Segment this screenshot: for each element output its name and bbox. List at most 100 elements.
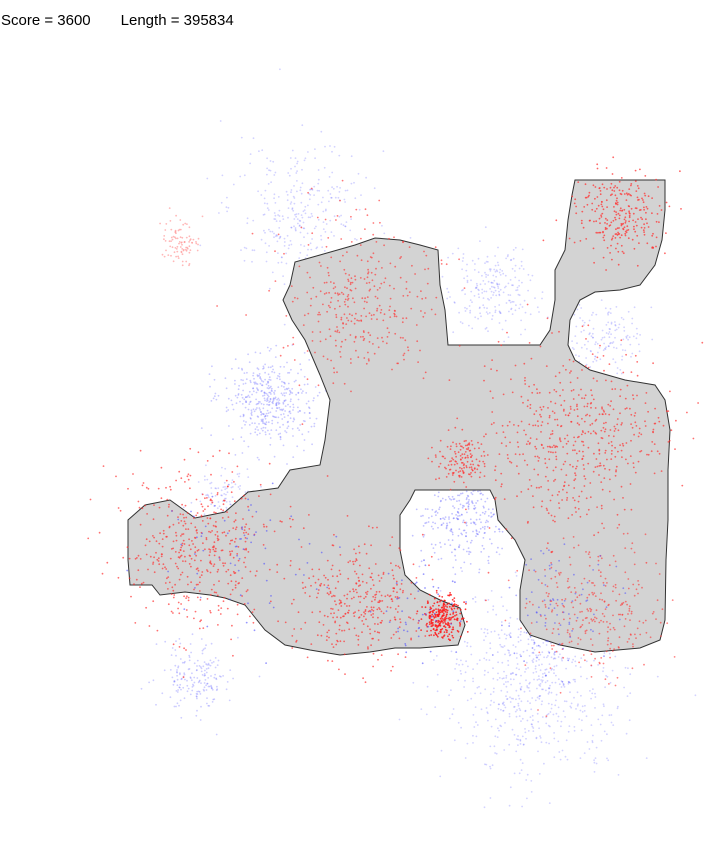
scatter-point — [431, 613, 434, 616]
scatter-point — [367, 358, 370, 360]
scatter-point — [242, 518, 244, 520]
scatter-point — [580, 593, 583, 596]
scatter-point — [546, 547, 548, 550]
scatter-point — [434, 454, 437, 456]
scatter-point — [456, 417, 459, 420]
scatter-point — [212, 565, 215, 567]
scatter-point — [599, 723, 602, 726]
scatter-point — [525, 668, 527, 670]
scatter-point — [584, 478, 587, 480]
scatter-point — [614, 586, 617, 589]
scatter-point — [602, 667, 605, 669]
scatter-point — [530, 791, 533, 793]
scatter-point — [519, 682, 521, 685]
scatter-point — [493, 279, 496, 282]
scatter-point — [599, 193, 602, 196]
scatter-point — [210, 499, 213, 502]
scatter-point — [367, 268, 369, 271]
scatter-point — [623, 326, 625, 329]
scatter-point — [573, 726, 576, 728]
scatter-point — [517, 738, 520, 741]
scatter-point — [492, 608, 494, 611]
scatter-point — [609, 186, 612, 189]
scatter-point — [462, 519, 465, 522]
scatter-point — [497, 546, 499, 549]
scatter-point — [179, 246, 182, 248]
scatter-point — [446, 629, 448, 632]
scatter-point — [205, 671, 208, 674]
scatter-point — [692, 437, 695, 440]
scatter-point — [454, 450, 456, 453]
scatter-point — [211, 530, 214, 532]
scatter-point — [633, 247, 636, 250]
scatter-point — [549, 711, 552, 713]
scatter-point — [332, 187, 335, 190]
scatter-point — [384, 595, 387, 598]
scatter-point — [465, 498, 468, 501]
scatter-point — [486, 307, 488, 310]
scatter-point — [488, 268, 491, 271]
scatter-point — [376, 608, 379, 611]
scatter-point — [256, 367, 259, 370]
scatter-point — [199, 620, 202, 623]
scatter-point — [330, 196, 332, 199]
scatter-point — [633, 551, 636, 554]
scatter-point — [299, 410, 301, 412]
scatter-point — [278, 375, 281, 378]
scatter-point — [554, 418, 556, 421]
scatter-point — [269, 379, 272, 381]
scatter-point — [547, 407, 549, 409]
scatter-point — [612, 554, 615, 557]
scatter-point — [205, 663, 208, 665]
scatter-point — [526, 719, 529, 722]
scatter-point — [470, 472, 472, 474]
scatter-point — [244, 540, 247, 543]
scatter-point — [434, 246, 437, 249]
scatter-point — [181, 253, 184, 256]
scatter-point — [240, 497, 243, 500]
scatter-point — [348, 313, 351, 315]
scatter-point — [555, 445, 557, 448]
scatter-point — [651, 197, 653, 200]
scatter-point — [439, 590, 442, 592]
scatter-point — [578, 355, 580, 358]
scatter-point — [170, 228, 173, 231]
scatter-point — [275, 220, 278, 223]
scatter-point — [194, 610, 197, 613]
scatter-point — [550, 703, 553, 706]
scatter-point — [585, 497, 588, 500]
scatter-point — [176, 250, 179, 253]
scatter-point — [485, 260, 488, 263]
scatter-point — [651, 212, 653, 215]
scatter-point — [402, 354, 405, 357]
scatter-point — [145, 538, 148, 541]
scatter-point — [283, 399, 286, 402]
scatter-point — [307, 248, 309, 251]
scatter-point — [569, 705, 572, 708]
scatter-point — [218, 212, 220, 214]
scatter-point — [405, 287, 408, 290]
scatter-point — [516, 709, 518, 711]
scatter-point — [604, 428, 607, 431]
scatter-point — [516, 495, 518, 498]
scatter-point — [161, 545, 164, 548]
scatter-point — [278, 372, 281, 375]
scatter-point — [358, 616, 360, 619]
scatter-point — [360, 614, 363, 616]
scatter-point — [610, 333, 612, 336]
scatter-point — [616, 197, 618, 200]
scatter-point — [617, 231, 619, 234]
scatter-point — [572, 449, 574, 452]
scatter-point — [561, 659, 563, 662]
scatter-point — [466, 307, 468, 310]
scatter-point — [445, 631, 448, 634]
scatter-point — [458, 528, 461, 530]
scatter-point — [314, 581, 317, 584]
scatter-point — [282, 218, 285, 221]
scatter-point — [361, 631, 363, 634]
scatter-point — [541, 651, 544, 654]
scatter-point — [352, 563, 355, 566]
scatter-point — [449, 618, 452, 621]
scatter-point — [294, 213, 296, 216]
